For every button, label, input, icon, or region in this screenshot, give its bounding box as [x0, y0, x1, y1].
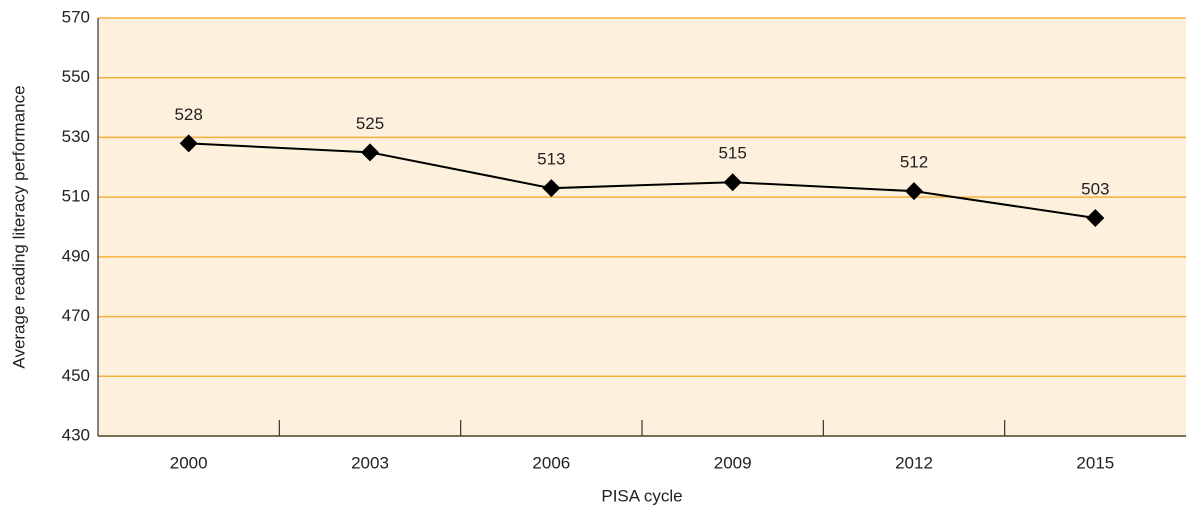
- y-axis-title: Average reading literacy performance: [9, 85, 28, 368]
- data-label: 503: [1081, 180, 1109, 199]
- x-tick-label: 2000: [170, 453, 208, 472]
- line: [188, 142, 1096, 220]
- x-axis-title: PISA cycle: [601, 486, 682, 505]
- x-tick-label: 2003: [351, 453, 389, 472]
- y-tick-label: 490: [62, 246, 90, 265]
- y-tick-label: 450: [62, 366, 90, 385]
- y-tick-label: 530: [62, 127, 90, 146]
- x-tick-label: 2012: [895, 453, 933, 472]
- y-tick-label: 550: [62, 67, 90, 86]
- data-label: 528: [174, 105, 202, 124]
- y-tick-label: 510: [62, 187, 90, 206]
- marker: [723, 173, 742, 192]
- x-tick-label: 2015: [1076, 453, 1114, 472]
- marker: [179, 134, 198, 153]
- y-tick-label: 470: [62, 306, 90, 325]
- y-tick-label: 430: [62, 425, 90, 444]
- plot-background: [98, 18, 1186, 436]
- marker: [905, 182, 923, 201]
- x-tick-label: 2009: [714, 453, 752, 472]
- data-label: 513: [537, 150, 565, 169]
- data-label: 512: [900, 153, 928, 172]
- data-label: 515: [718, 144, 746, 163]
- x-tick-label: 2006: [532, 453, 570, 472]
- marker: [361, 143, 379, 162]
- marker: [542, 179, 561, 198]
- data-label: 525: [356, 114, 384, 133]
- marker: [1086, 209, 1105, 228]
- y-tick-label: 570: [62, 7, 90, 26]
